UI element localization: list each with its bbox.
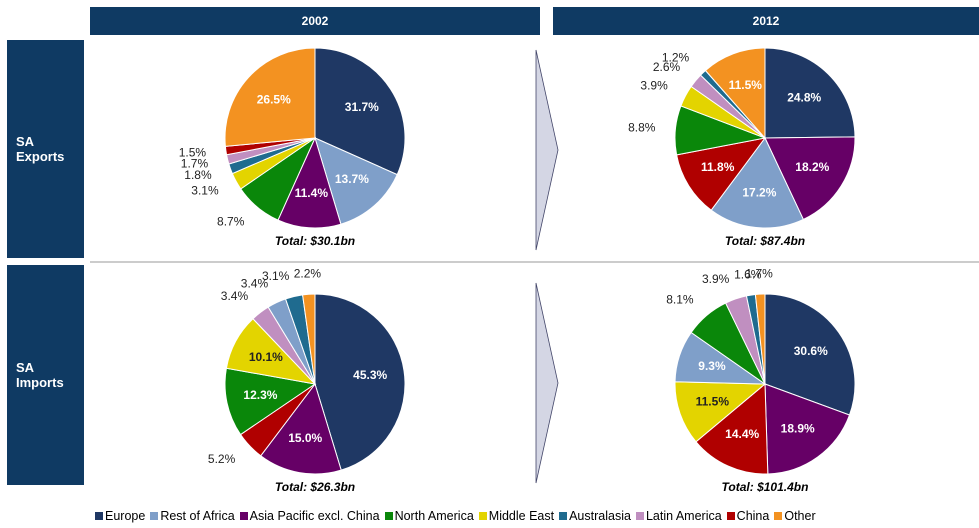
legend-item: Latin America <box>635 509 722 523</box>
data-label: 26.5% <box>257 93 291 107</box>
column-header: 2012 <box>553 7 979 35</box>
data-label: 11.8% <box>701 160 735 174</box>
data-label: 13.7% <box>335 172 369 186</box>
data-label: 9.3% <box>698 359 726 373</box>
arrow <box>535 282 559 484</box>
legend-label: Asia Pacific excl. China <box>249 509 380 523</box>
pie-slice <box>674 381 767 443</box>
data-label: 30.6% <box>794 344 828 358</box>
legend-item: North America <box>384 509 474 523</box>
data-label: 1.6% <box>734 268 762 282</box>
pie-slice <box>224 367 317 436</box>
legend-item: Middle East <box>478 509 555 523</box>
column-header: 2002 <box>90 7 540 35</box>
data-label: 45.3% <box>353 368 387 382</box>
legend-label: China <box>736 509 770 523</box>
data-label: 3.1% <box>191 183 219 197</box>
data-label: 1.5% <box>179 145 207 159</box>
legend-swatch <box>774 512 783 520</box>
data-label: 1.7% <box>181 156 209 170</box>
pie-slice <box>224 47 316 147</box>
pie-slice <box>710 137 804 229</box>
data-label: 3.4% <box>221 289 249 303</box>
data-label: 5.2% <box>208 452 236 466</box>
legend-label: North America <box>394 509 474 523</box>
pie-slice <box>260 382 342 475</box>
pie-slice <box>314 293 406 471</box>
total-note: Total: $26.3bn <box>275 480 355 494</box>
data-label: 24.8% <box>787 90 821 104</box>
legend-item: Other <box>774 509 816 523</box>
data-label: 17.2% <box>742 186 776 200</box>
data-label: 10.1% <box>249 350 283 364</box>
data-label: 2.2% <box>294 266 322 280</box>
data-label: 1.7% <box>745 266 773 280</box>
data-label: 12.3% <box>243 388 277 402</box>
total-note: Total: $87.4bn <box>725 234 805 248</box>
legend-label: Australasia <box>569 509 631 523</box>
data-label: 8.1% <box>666 293 694 307</box>
data-label: 8.8% <box>628 121 656 135</box>
legend-label: Rest of Africa <box>160 509 235 523</box>
legend-swatch <box>559 512 568 520</box>
data-label: 14.4% <box>725 427 759 441</box>
legend-label: Middle East <box>488 509 555 523</box>
legend-label: Other <box>784 509 816 523</box>
legend-item: Australasia <box>559 509 631 523</box>
pie-slice <box>764 383 851 475</box>
pie-slice <box>764 47 856 139</box>
pie-slice <box>754 293 766 385</box>
legend-label: Latin America <box>645 509 722 523</box>
data-label: 3.9% <box>640 79 668 93</box>
pie-slice <box>704 47 766 140</box>
pie-slice <box>695 382 769 475</box>
legend-swatch <box>384 512 393 520</box>
legend-item: Asia Pacific excl. China <box>239 509 380 523</box>
legend-swatch <box>150 512 159 520</box>
data-label: 2.6% <box>653 60 681 74</box>
data-label: 18.2% <box>795 160 829 174</box>
legend-swatch <box>478 512 487 520</box>
pie-slice <box>764 293 856 416</box>
row-header: SA Exports <box>7 40 84 258</box>
legend-swatch <box>239 512 248 520</box>
pie-slice <box>314 137 398 225</box>
data-label: 1.2% <box>662 50 690 64</box>
data-label: 3.9% <box>702 272 730 286</box>
legend-item: Europe <box>95 509 145 523</box>
data-label: 11.5% <box>729 78 763 92</box>
data-label: 11.4% <box>295 186 329 200</box>
legend-item: Rest of Africa <box>150 509 235 523</box>
data-label: 8.7% <box>217 215 245 229</box>
legend-label: Europe <box>105 509 146 523</box>
pie-slice <box>314 47 406 176</box>
data-label: 3.1% <box>262 269 290 283</box>
data-label: 3.4% <box>241 277 269 291</box>
legend-swatch <box>726 512 735 520</box>
data-label: 31.7% <box>345 100 379 114</box>
total-note: Total: $101.4bn <box>722 480 809 494</box>
legend-swatch <box>635 512 644 520</box>
pie-slice <box>764 136 856 221</box>
pie-slice <box>676 137 767 211</box>
pie-slice <box>302 293 316 385</box>
legend: Europe Rest of Africa Asia Pacific excl. C… <box>95 509 979 523</box>
legend-swatch <box>95 512 103 520</box>
data-label: 18.9% <box>781 421 815 435</box>
data-label: 1.8% <box>184 168 212 182</box>
arrow <box>535 49 559 251</box>
data-label: 15.0% <box>288 431 322 445</box>
row-header: SA Imports <box>7 265 84 485</box>
pie-slice <box>277 136 342 229</box>
data-label: 11.5% <box>696 395 730 409</box>
legend-item: China <box>726 509 770 523</box>
total-note: Total: $30.1bn <box>275 234 355 248</box>
